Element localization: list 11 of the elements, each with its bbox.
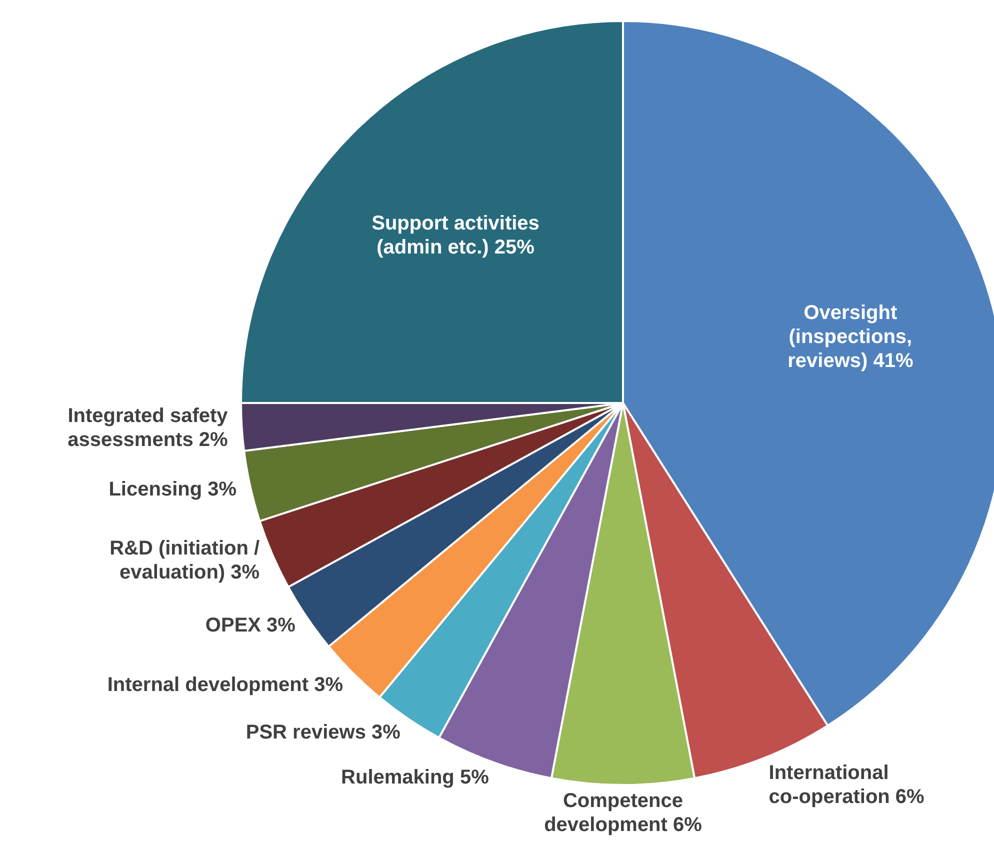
slice-label: International co-operation 6% (768, 762, 925, 808)
slice-label: OPEX 3% (205, 614, 296, 637)
slice-label: PSR reviews 3% (246, 722, 401, 744)
slice-label: Integrated safety assessments 2% (68, 404, 229, 451)
slice-label: Oversight (inspections, reviews) 41% (788, 302, 914, 372)
slice-label: Support activities (admin etc.) 25% (372, 212, 540, 259)
slice-label: Licensing 3% (108, 478, 237, 500)
slice-label: Competence development 6% (544, 790, 702, 836)
slice-label: R&D (initiation / evaluation) 3% (110, 537, 260, 584)
slice-label: Internal development 3% (107, 674, 344, 696)
slice-label: Rulemaking 5% (341, 766, 490, 789)
